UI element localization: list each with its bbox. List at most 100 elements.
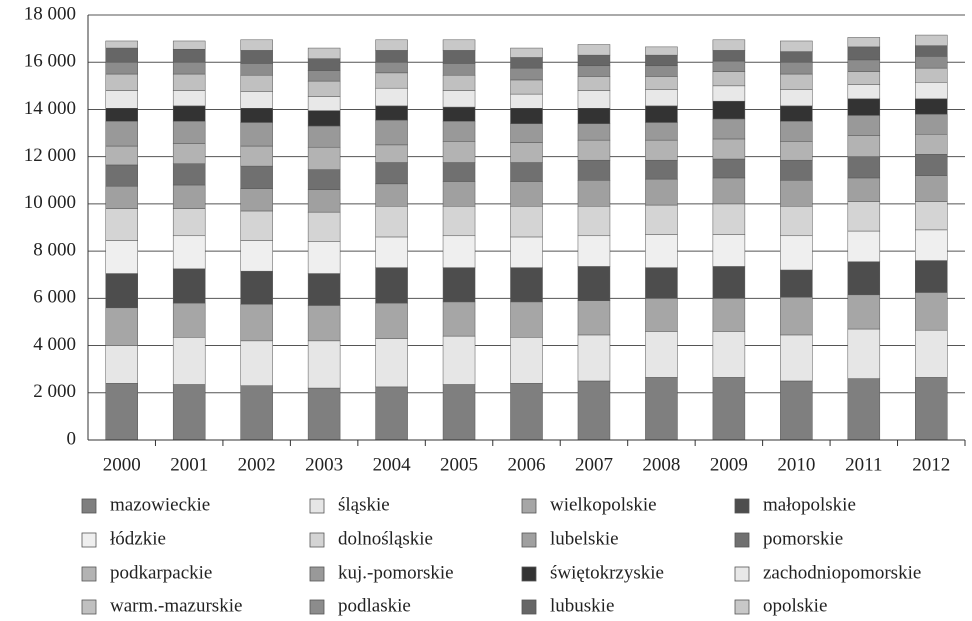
bar-segment — [712, 331, 746, 378]
bar-segment — [105, 121, 138, 147]
bar-segment — [240, 74, 273, 92]
bar-segment — [915, 113, 948, 135]
bar-segment — [442, 384, 476, 441]
bar-segment — [172, 143, 206, 165]
legend-label: łódzkie — [110, 528, 166, 549]
legend-label: śląskie — [338, 494, 390, 515]
legend-label: dolnośląskie — [338, 528, 433, 549]
bar-segment — [577, 300, 611, 336]
bar-segment — [847, 378, 881, 441]
y-tick-label: 12 000 — [24, 145, 76, 166]
bar-segment — [375, 61, 408, 74]
bar-segment — [442, 235, 476, 268]
bar-segment — [375, 267, 408, 304]
bar-segment — [375, 386, 408, 441]
x-tick-label: 2008 — [642, 454, 680, 475]
bar-segment — [307, 96, 341, 111]
bar-segment — [915, 377, 948, 441]
bar-segment — [645, 122, 678, 141]
bar-segment — [780, 51, 813, 63]
bar-segment — [510, 337, 543, 384]
legend-label: mazowieckie — [110, 494, 210, 515]
bar-segment — [375, 162, 408, 185]
bar-segment — [105, 345, 138, 384]
bar-segment — [442, 206, 476, 237]
bar-segment — [915, 133, 948, 155]
bar-segment — [510, 123, 543, 143]
bar-segment — [577, 334, 611, 382]
bar-segment — [105, 307, 138, 346]
bar-segment — [307, 305, 341, 342]
bar-segment — [442, 162, 476, 182]
bar-segment — [780, 40, 813, 52]
bar-segment — [307, 387, 341, 441]
bar-segment — [915, 82, 948, 100]
y-tick-label: 2 000 — [33, 381, 76, 402]
x-tick-label: 2009 — [710, 454, 748, 475]
bar-segment — [645, 159, 678, 180]
bar-segment — [780, 235, 813, 271]
bar-segment — [307, 146, 341, 170]
bar-segment — [780, 334, 813, 382]
bar-segment — [105, 90, 138, 109]
bar-segment — [915, 67, 948, 83]
bar-segment — [712, 39, 746, 51]
legend-swatch — [521, 566, 537, 582]
bar-segment — [645, 139, 678, 161]
legend-swatch — [521, 532, 537, 548]
bar-segment — [172, 73, 206, 91]
bar-segment — [510, 47, 543, 58]
bar-segment — [172, 302, 206, 338]
bar-segment — [510, 206, 543, 238]
bar-segment — [307, 125, 341, 148]
bar-segment — [780, 121, 813, 142]
y-tick-label: 0 — [67, 428, 77, 449]
bar-segment — [780, 89, 813, 107]
bar-segment — [510, 79, 543, 95]
bar-segment — [172, 208, 206, 237]
bar-segment — [510, 181, 543, 207]
x-tick-label: 2006 — [508, 454, 546, 475]
bar-segment — [847, 328, 881, 379]
bar-segment — [577, 44, 611, 56]
bar-segment — [240, 91, 273, 109]
bar-segment — [510, 236, 543, 268]
bar-segment — [172, 105, 206, 122]
bar-segment — [375, 119, 408, 146]
bar-segment — [847, 156, 881, 179]
legend-swatch — [309, 532, 325, 548]
bar-segment — [307, 211, 341, 242]
bar-segment — [847, 37, 881, 48]
bar-segment — [577, 235, 611, 267]
legend-label: zachodniopomorskie — [763, 562, 921, 583]
bar-segment — [712, 298, 746, 332]
bar-segment — [577, 159, 611, 181]
bar-segment — [375, 302, 408, 339]
bar-segment — [172, 184, 206, 209]
bar-segment — [442, 335, 476, 385]
bar-segment — [847, 201, 881, 232]
bar-segment — [172, 121, 206, 144]
legend-label: opolskie — [763, 595, 827, 616]
bar-segment — [307, 169, 341, 190]
bar-segment — [712, 118, 746, 140]
bar-segment — [307, 273, 341, 306]
bar-segment — [307, 110, 341, 127]
bar-segment — [847, 115, 881, 136]
legend-label: podlaskie — [338, 595, 411, 616]
bar-segment — [510, 301, 543, 338]
bar-segment — [915, 292, 948, 331]
legend-label: wielkopolskie — [550, 494, 657, 515]
bar-segment — [847, 59, 881, 72]
bar-segment — [442, 90, 476, 108]
legend-swatch — [521, 498, 537, 514]
bar-segment — [375, 236, 408, 268]
bar-segment — [915, 34, 948, 46]
bar-segment — [847, 261, 881, 296]
bar-segment — [645, 54, 678, 67]
y-tick-label: 16 000 — [24, 51, 76, 72]
x-tick-label: 2005 — [440, 454, 478, 475]
bar-segment — [712, 85, 746, 102]
bar-segment — [780, 105, 813, 122]
bar-segment — [577, 108, 611, 124]
